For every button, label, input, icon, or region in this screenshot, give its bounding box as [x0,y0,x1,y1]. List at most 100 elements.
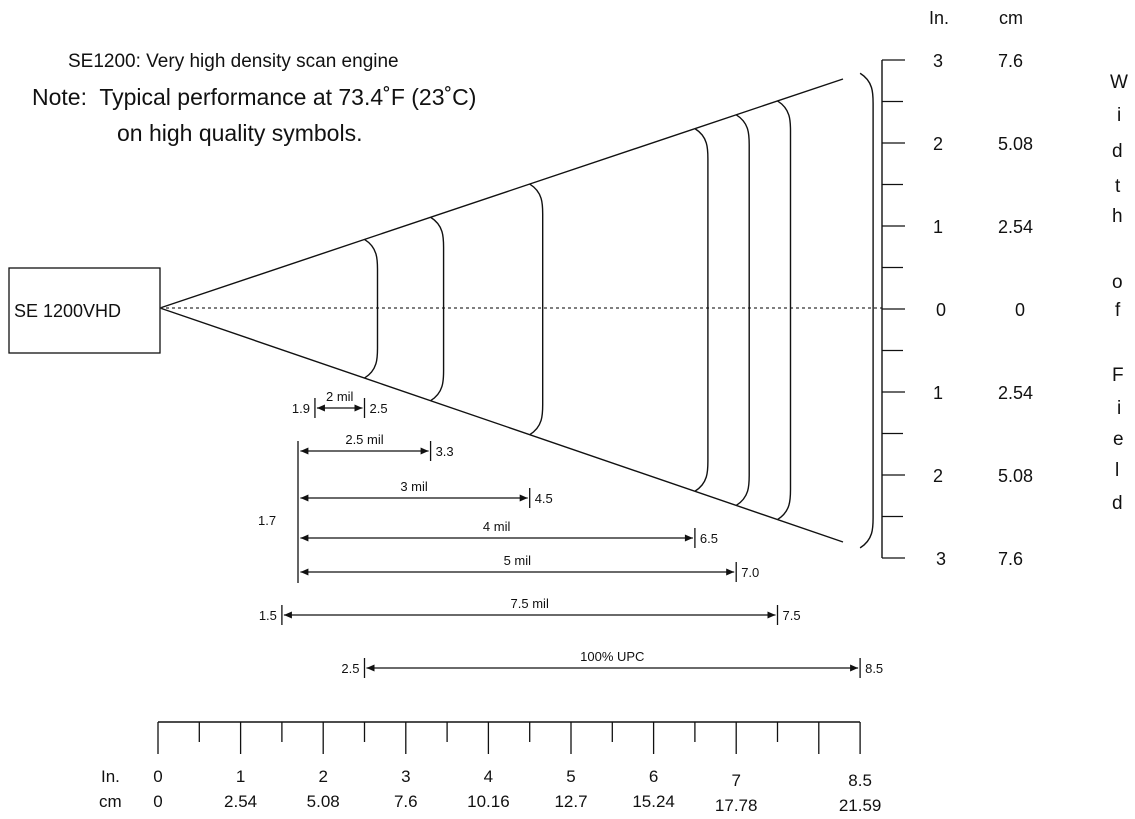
range-symbol-label: 4 mil [483,519,511,534]
range-arrow-near [366,664,375,672]
range-arc-2 [529,183,544,436]
range-arrow-far [767,611,776,619]
width-of-field-letter: h [1112,206,1123,227]
range-far-label: 6.5 [700,531,718,546]
width-of-field-letter: l [1115,460,1119,481]
width-scale-ticks [882,59,905,559]
range-arrow-near [283,611,292,619]
range-arrow-near [300,534,309,542]
range-arrow-near [300,447,309,455]
range-indicators: 1.7 1.9 2.5 2 mil 3.3 2.5 mil 4.5 3 mil 6.5 4 mi… [258,389,883,678]
range-arc-3 [694,128,709,492]
note-line-2: on high quality symbols. [117,120,362,146]
range-arrow-near [300,568,309,576]
range-far-label: 7.0 [741,565,759,580]
range-symbol-label: 3 mil [400,479,428,494]
distance-label-cm: 5.08 [307,792,340,811]
width-label-in: 0 [936,300,946,320]
diagram-title: SE1200: Very high density scan engine [68,51,399,72]
range-bar: 3.3 2.5 mil [300,432,454,461]
scan-engine-label: SE 1200VHD [14,301,121,321]
width-of-field-scale: In. cm 3 7.6 2 5.08 1 2.54 0 0 1 2.54 2 5.08 3 7.6 Wi… [881,8,1128,569]
side-unit-in: In. [929,8,949,28]
range-symbol-label: 2.5 mil [345,432,383,447]
width-of-field-letter: i [1117,398,1121,419]
width-label-in: 2 [933,466,943,486]
width-label-cm: 5.08 [998,134,1033,154]
range-arrow-far [684,534,693,542]
side-unit-cm: cm [999,8,1023,28]
scan-engine-box [8,267,161,354]
range-arc-4 [735,114,750,507]
distance-label-in: 2 [318,767,327,786]
width-label-in: 2 [933,134,943,154]
width-label-cm: 7.6 [998,51,1023,71]
distance-label-cm: 0 [153,792,162,811]
range-symbol-label: 5 mil [504,553,532,568]
distance-scale-labels: 0 1 2 3 4 5 6 7 8.5 0 2.54 5.08 7.6 10.16 12.7 15.24 17.… [153,767,881,815]
range-far-label: 3.3 [436,444,454,459]
distance-label-in: 7 [731,771,740,790]
distance-label-cm: 7.6 [394,792,418,811]
range-bar: 1.9 2.5 2 mil [292,389,388,418]
width-label-cm: 0 [1015,300,1025,320]
distance-label-in: 6 [649,767,658,786]
range-far-label: 7.5 [783,608,801,623]
distance-label-in: 0 [153,767,162,786]
range-bar: 6.5 4 mil [300,519,718,548]
range-arrow-far [726,568,735,576]
width-label-in: 3 [933,51,943,71]
range-near-label: 1.9 [292,401,310,416]
range-symbol-label: 2 mil [326,389,354,404]
cone-upper-edge [159,78,844,309]
distance-label-in: 3 [401,767,410,786]
note-line-1: Note: Typical performance at 73.4˚F (23˚… [32,84,476,110]
range-arc-6 [859,72,874,549]
range-symbol-label: 7.5 mil [511,596,549,611]
distance-label-cm: 12.7 [554,792,587,811]
range-arrow-far [850,664,859,672]
width-of-field-letter: W [1110,72,1128,93]
range-far-label: 2.5 [370,401,388,416]
distance-label-in: 8.5 [848,771,872,790]
range-bar: 4.5 3 mil [300,479,553,508]
width-label-in: 1 [933,217,943,237]
range-bar: 1.5 7.5 7.5 mil [259,596,801,625]
distance-label-in: 4 [484,767,493,786]
distance-label-in: 5 [566,767,575,786]
width-of-field-letter: o [1112,272,1123,293]
range-arrow-near [316,404,325,412]
distance-scale-ticks [157,722,861,754]
range-bar: 7.0 5 mil [300,553,759,582]
width-of-field-letter: F [1112,365,1124,386]
width-of-field-letter: d [1112,141,1123,162]
range-bar: 2.5 8.5 100% UPC [341,649,883,678]
range-arrow-far [354,404,363,412]
distance-label-cm: 2.54 [224,792,257,811]
range-arrow-near [300,494,309,502]
width-of-field-letter: e [1113,429,1124,450]
range-near-label: 2.5 [341,661,359,676]
distance-label-cm: 10.16 [467,792,510,811]
width-of-field-letter: i [1117,105,1121,126]
range-far-label: 4.5 [535,491,553,506]
range-symbol-label: 100% UPC [580,649,644,664]
distance-label-cm: 21.59 [839,796,882,815]
range-arrow-far [420,447,429,455]
width-label-cm: 7.6 [998,549,1023,569]
distance-label-cm: 15.24 [632,792,675,811]
distance-label-in: 1 [236,767,245,786]
scan-cone [159,72,882,549]
common-near-label: 1.7 [258,513,276,528]
bottom-unit-cm: cm [99,792,122,811]
width-label-cm: 5.08 [998,466,1033,486]
range-near-label: 1.5 [259,608,277,623]
width-scale-labels: 3 7.6 2 5.08 1 2.54 0 0 1 2.54 2 5.08 3 7.6 [933,51,1033,569]
bottom-unit-in: In. [101,767,120,786]
range-arc-0 [364,238,379,379]
range-far-label: 8.5 [865,661,883,676]
range-arc-5 [777,100,792,521]
width-of-field-letter: t [1115,176,1121,197]
